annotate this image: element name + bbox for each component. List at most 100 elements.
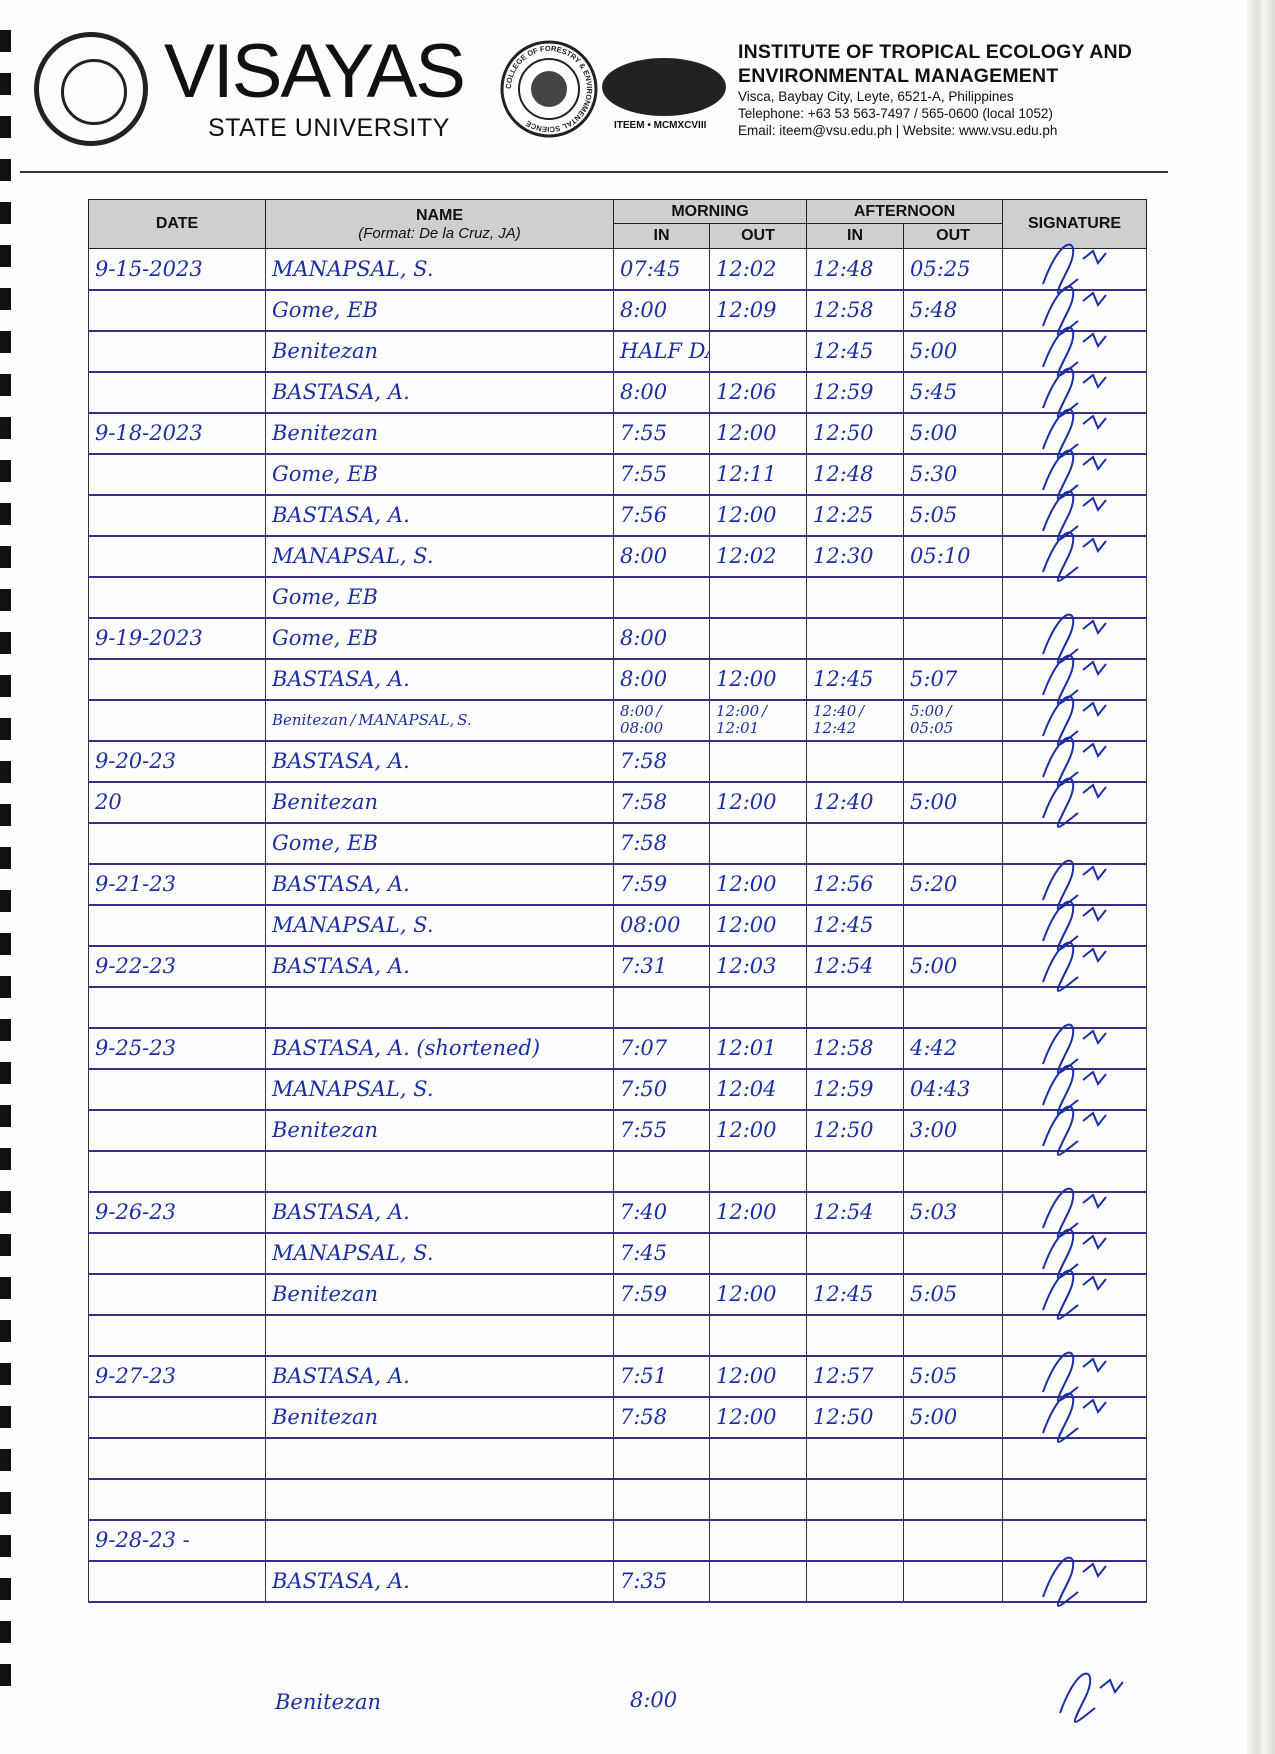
cell-pm-out [903,617,1004,660]
cell-pm-in [806,576,905,619]
binding-hole [0,202,11,224]
cell-pm-out [903,1519,1004,1562]
cell-pm-in: 12:59 [806,371,905,414]
table-row: BASTASA, A. 7:35 [88,1556,1148,1607]
cell-signature [1002,613,1148,664]
table-row: 9-15-2023 MANAPSAL, S. 07:45 12:02 12:48 05:2… [88,243,1148,294]
cell-pm-in [806,1560,905,1603]
cell-name: Gome, EB [265,617,614,660]
cell-name: BASTASA, A. [265,494,614,537]
cell-am-in: 7:58 [613,1396,710,1439]
cell-pm-in [806,740,905,783]
binding-hole [0,245,11,267]
cell-am-in: 7:59 [613,1273,710,1316]
binding-hole [0,1621,11,1643]
header-name: NAME (Format: De la Cruz, JA) [265,199,614,249]
cell-pm-in [806,986,905,1029]
cell-date: 9-22-23 [88,945,266,988]
cell-am-out: 12:00 [708,1396,808,1439]
cell-date: 9-19-2023 [88,617,266,660]
table-row: Benitezan / MANAPSAL, S. 8:00 / 08:00 12:0… [88,695,1148,746]
cell-name: MANAPSAL, S. [265,535,614,578]
cell-pm-out [903,904,1004,947]
cell-date [88,1437,266,1480]
cell-pm-in [806,1519,905,1562]
iteem-logo [602,58,726,116]
cell-signature [1002,736,1148,787]
cell-pm-in: 12:54 [806,1191,905,1234]
binding-hole [0,1578,11,1600]
binding-hole [0,1277,11,1299]
binding-hole [0,159,11,181]
cell-date [88,1314,266,1357]
cell-name: BASTASA, A. [265,1560,614,1603]
header-afternoon-in: IN [806,223,905,249]
cell-pm-out: 5:00 [903,1396,1004,1439]
cell-am-in [613,1314,710,1357]
institute-telephone: Telephone: +63 53 563-7497 / 565-0600 (l… [738,106,1053,121]
cell-pm-out: 5:05 [903,494,1004,537]
binding-hole [0,30,11,52]
cell-am-in: 07:45 [613,248,710,291]
binding-hole [0,933,11,955]
table-row: 9-25-23 BASTASA, A. (shortened) 7:07 12:01 1… [88,1023,1148,1074]
cell-signature [1002,326,1148,377]
table-row [88,1150,1148,1193]
cell-am-out: 12:00 [708,904,808,947]
cell-name: Benitezan [265,1396,614,1439]
cell-pm-out [903,1437,1004,1480]
cell-am-in: 8:00 [613,289,710,332]
cell-date [88,576,266,619]
cell-signature [1002,859,1148,910]
cell-pm-out [903,576,1004,619]
header-name-format: (Format: De la Cruz, JA) [358,224,521,242]
page-edge [1247,0,1275,1754]
cell-date: 9-27-23 [88,1355,266,1398]
binding-hole [0,1105,11,1127]
cell-pm-in: 12:40 / 12:42 [806,699,905,742]
cell-name: MANAPSAL, S. [265,1232,614,1275]
cell-am-out: 12:00 [708,1191,808,1234]
binding-hole [0,460,11,482]
cell-pm-out: 05:10 [903,535,1004,578]
cell-name: BASTASA, A. [265,1191,614,1234]
cell-am-out [708,1478,808,1521]
cell-am-in: 7:07 [613,1027,710,1070]
cell-name: Gome, EB [265,453,614,496]
cell-date [88,1478,266,1521]
cell-date: 9-28-23 - [88,1519,266,1562]
table-row: 9-27-23 BASTASA, A. 7:51 12:00 12:57 5:05 [88,1351,1148,1402]
header-afternoon-out: OUT [903,223,1004,249]
cell-am-out [708,1437,808,1480]
header-morning-out: OUT [708,223,808,249]
cell-pm-in: 12:50 [806,1109,905,1152]
table-row: 9-18-2023 Benitezan 7:55 12:00 12:50 5:00 [88,408,1148,459]
cell-signature [1002,1105,1148,1156]
binding-hole [0,1320,11,1342]
cell-am-in: 8:00 / 08:00 [613,699,710,742]
below-table-am-in: 8:00 [630,1688,678,1712]
cell-pm-out: 5:48 [903,289,1004,332]
cell-am-in [613,986,710,1029]
table-row: Benitezan 7:55 12:00 12:50 3:00 [88,1105,1148,1156]
cell-name [265,1314,614,1357]
table-row [88,986,1148,1029]
cell-date: 9-20-23 [88,740,266,783]
binding-hole [0,417,11,439]
table-row: BASTASA, A. 8:00 12:00 12:45 5:07 [88,654,1148,705]
cell-am-in: 7:50 [613,1068,710,1111]
cell-name: Benitezan [265,1109,614,1152]
cell-pm-in [806,1478,905,1521]
cell-am-in [613,1519,710,1562]
institute-block: INSTITUTE OF TROPICAL ECOLOGY AND ENVIRO… [738,40,1132,139]
header-name-label: NAME [415,206,464,224]
cell-pm-out: 5:00 [903,330,1004,373]
cell-signature [1002,986,1148,1029]
cell-name: Benitezan [265,330,614,373]
binding-hole [0,1406,11,1428]
header-afternoon: AFTERNOON [806,199,1004,224]
cell-am-out [708,330,808,373]
cell-am-out: 12:00 [708,1273,808,1316]
cell-am-out: 12:00 [708,412,808,455]
